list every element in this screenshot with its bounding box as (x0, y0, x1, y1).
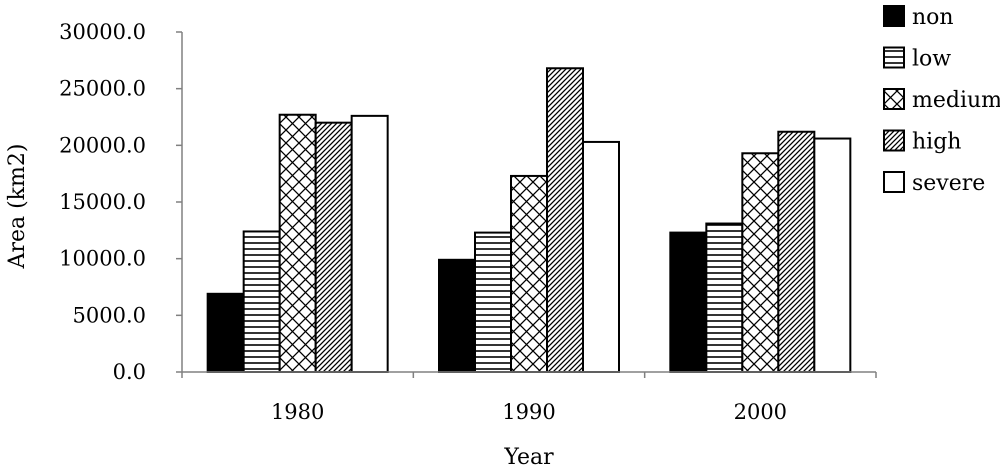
legend-swatch-severe (883, 171, 905, 193)
y-tick-label: 5000.0 (73, 303, 146, 327)
x-tick-label: 1990 (502, 400, 555, 424)
bar-severe-2000 (813, 137, 852, 373)
bar-severe-1990 (582, 140, 620, 373)
y-tick-label: 20000.0 (59, 133, 146, 157)
bar-medium-1980 (278, 113, 317, 373)
y-tick-label: 0.0 (113, 360, 146, 384)
bar-low-2000 (705, 222, 744, 373)
axes (176, 31, 877, 378)
bar-severe-1980 (350, 114, 389, 373)
x-tick-label: 2000 (734, 400, 787, 424)
bar-non-1990 (438, 258, 476, 373)
bar-low-1980 (242, 230, 281, 373)
bar-high-1990 (546, 67, 584, 374)
bar-non-2000 (669, 231, 708, 373)
y-tick-label: 30000.0 (59, 20, 146, 44)
legend-swatch-high (883, 129, 905, 152)
x-tick-label: 1980 (271, 400, 324, 424)
legend-label: high (912, 130, 961, 155)
legend-swatch-non (883, 5, 905, 27)
legend-swatch-low (883, 46, 905, 69)
y-tick-label: 10000.0 (59, 247, 146, 271)
bar-medium-2000 (741, 152, 780, 373)
x-axis-title: Year (503, 445, 554, 467)
y-tick-label: 15000.0 (59, 190, 146, 214)
legend-swatch-medium (883, 88, 905, 110)
legend: non low medium high severe (883, 5, 1000, 196)
bar-high-1980 (314, 121, 353, 373)
legend-label: severe (912, 171, 985, 196)
y-axis-title: Area (km2) (5, 144, 30, 270)
y-axis-tick-labels: 0.0 5000.0 10000.0 15000.0 20000.0 25000.0 300… (59, 20, 146, 384)
bar-low-1990 (474, 231, 512, 373)
legend-label: medium (912, 88, 1000, 113)
bar-non-1980 (206, 292, 245, 373)
y-tick-label: 25000.0 (59, 77, 146, 101)
bar-medium-1990 (510, 174, 548, 373)
bar-high-2000 (777, 130, 816, 373)
legend-label: low (912, 47, 951, 72)
bars (206, 67, 852, 374)
legend-label: non (912, 5, 954, 30)
x-axis-tick-labels: 1980 1990 2000 (271, 400, 787, 424)
